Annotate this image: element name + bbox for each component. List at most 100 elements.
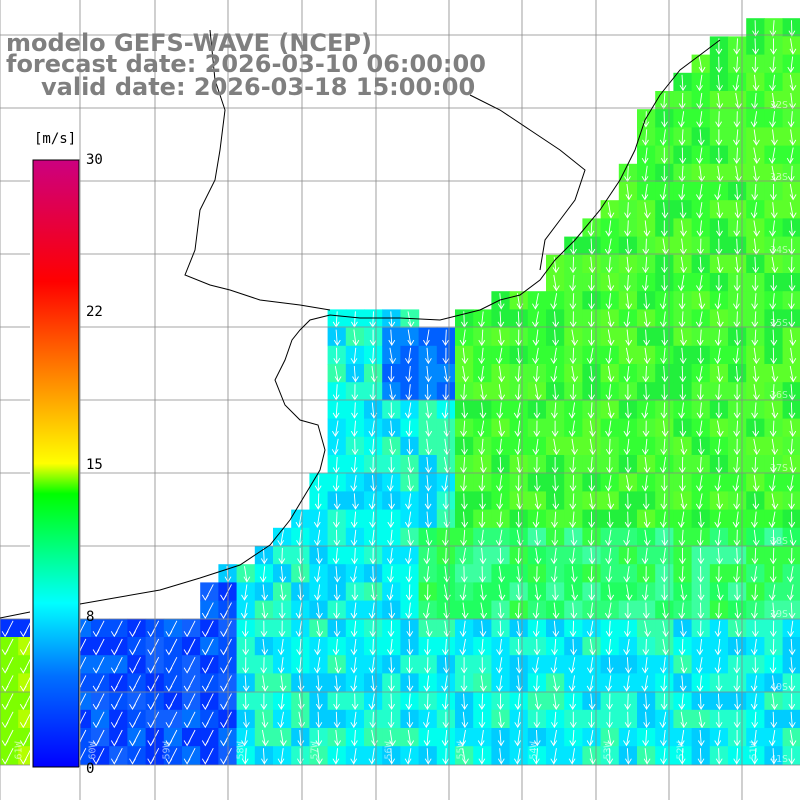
- wind-arrow: [696, 111, 703, 128]
- wind-arrow: [369, 620, 377, 638]
- wind-arrow: [570, 529, 578, 547]
- wind-arrow: [515, 638, 523, 656]
- wind-arrow: [641, 402, 649, 419]
- wind-arrow: [442, 547, 449, 565]
- wind-arrow: [406, 620, 414, 638]
- lat-label: 32S: [770, 100, 789, 111]
- wind-arrow: [388, 748, 396, 765]
- wind-arrow: [220, 675, 232, 692]
- wind-arrow: [183, 620, 196, 638]
- wind-arrow: [332, 748, 340, 765]
- wind-arrow: [607, 729, 615, 747]
- wind-arrow: [441, 475, 449, 492]
- wind-arrow: [406, 711, 414, 729]
- wind-arrow: [662, 638, 670, 656]
- wind-arrow: [350, 711, 358, 729]
- wind-arrow: [643, 748, 651, 765]
- wind-arrow: [551, 529, 559, 547]
- wind-arrow: [532, 620, 540, 638]
- lon-label: 53W: [602, 741, 614, 760]
- wind-arrow: [405, 493, 412, 510]
- wind-arrow: [424, 493, 432, 510]
- wind-arrow: [586, 620, 594, 638]
- wind-arrow: [789, 529, 797, 547]
- wind-arrow: [625, 183, 633, 201]
- wind-arrow: [425, 475, 432, 492]
- wind-arrow: [789, 456, 797, 474]
- wind-arrow: [770, 602, 778, 619]
- wind-arrow: [478, 748, 486, 765]
- wind-arrow: [424, 657, 431, 674]
- wind-arrow: [788, 511, 796, 528]
- wind-arrow: [678, 456, 686, 474]
- wind-arrow: [497, 748, 505, 765]
- wind-arrow: [606, 748, 614, 765]
- wind-arrow: [552, 475, 559, 492]
- wind-arrow: [277, 748, 285, 765]
- wind-arrow: [697, 620, 704, 638]
- wind-arrow: [351, 693, 359, 710]
- wind-arrow: [405, 566, 413, 583]
- wind-arrow: [110, 711, 123, 729]
- wind-arrow: [333, 347, 341, 365]
- wind-arrow: [220, 729, 232, 747]
- wind-arrow: [498, 711, 505, 729]
- wind-arrow: [479, 493, 486, 510]
- wind-arrow: [769, 566, 777, 583]
- wind-arrow: [495, 347, 503, 365]
- wind-arrow: [716, 420, 724, 437]
- wind-arrow: [425, 438, 433, 456]
- wind-arrow: [201, 638, 214, 656]
- wind-arrow: [786, 566, 794, 583]
- wind-arrow: [477, 729, 485, 747]
- wind-arrow: [110, 675, 123, 692]
- wind-arrow: [605, 256, 613, 274]
- wind-arrow: [333, 584, 341, 601]
- wind-arrow: [516, 675, 523, 692]
- wind-arrow: [514, 729, 521, 747]
- wind-arrow: [696, 420, 703, 437]
- wind-arrow: [678, 529, 686, 547]
- wind-arrow: [770, 329, 778, 346]
- wind-arrow: [696, 638, 704, 656]
- wind-arrow: [787, 620, 794, 638]
- wind-arrow: [406, 438, 414, 456]
- wind-arrow: [313, 511, 321, 528]
- wind-arrow: [461, 347, 469, 365]
- wind-arrow: [659, 293, 667, 310]
- wind-arrow: [786, 475, 794, 492]
- wind-arrow: [350, 657, 358, 674]
- wind-arrow: [165, 675, 178, 692]
- wind-arrow: [278, 620, 286, 638]
- wind-arrow: [679, 547, 686, 565]
- wind-arrow: [733, 657, 741, 674]
- wind-arrow: [332, 402, 340, 419]
- wind-arrow: [788, 293, 795, 310]
- wind-arrow: [678, 129, 686, 146]
- wind-arrow: [496, 402, 504, 419]
- wind-arrow: [752, 493, 760, 510]
- lat-label: 34S: [770, 245, 789, 256]
- wind-arrow: [641, 584, 649, 601]
- wind-arrow: [680, 620, 687, 638]
- wind-arrow: [770, 202, 778, 219]
- wind-arrow: [644, 202, 651, 219]
- wind-arrow: [680, 584, 688, 601]
- wind-arrow: [625, 475, 633, 492]
- lat-label: 38S: [770, 536, 789, 547]
- wind-arrow: [350, 748, 358, 765]
- wind-arrow: [770, 529, 777, 547]
- wind-arrow: [734, 329, 741, 346]
- wind-arrow: [515, 329, 522, 346]
- lat-label: 40S: [770, 682, 789, 693]
- wind-arrow: [552, 329, 559, 346]
- wind-arrow: [752, 20, 759, 37]
- wind-arrow: [569, 620, 577, 638]
- wind-arrow: [695, 493, 703, 510]
- wind-arrow: [734, 202, 742, 219]
- lon-label: 51W: [748, 741, 760, 760]
- wind-arrow: [478, 511, 486, 528]
- wind-arrow: [697, 547, 705, 565]
- wind-arrow: [714, 347, 721, 365]
